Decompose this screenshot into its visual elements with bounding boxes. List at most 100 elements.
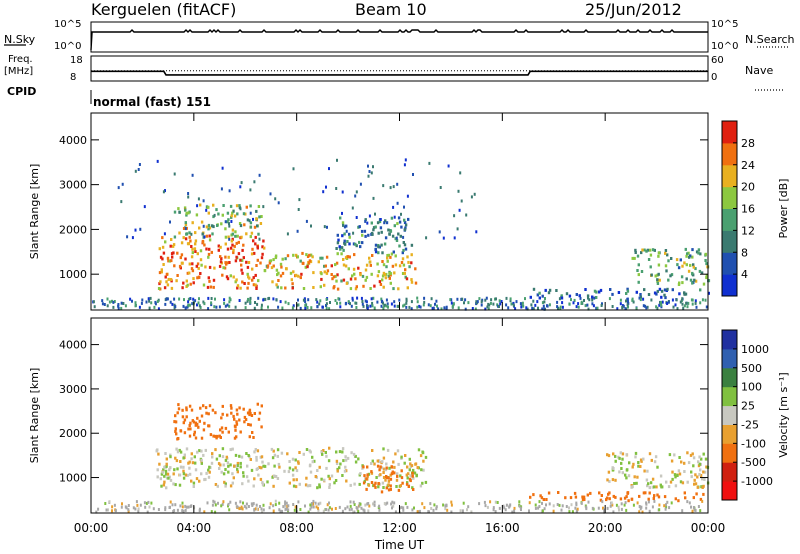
velocity-cell — [422, 468, 425, 472]
power-cell — [207, 255, 210, 259]
power-near-range-cell — [577, 305, 580, 309]
velocity-near-range-cell — [268, 506, 271, 510]
velocity-cell — [295, 478, 298, 482]
velocity-cell — [183, 453, 186, 457]
power-near-range-cell — [489, 301, 492, 305]
power-near-range-cell — [524, 297, 526, 301]
power-near-range-cell — [635, 307, 638, 311]
power-sparse-cell — [297, 208, 300, 211]
power-cell — [360, 229, 364, 233]
power-near-range-cell — [302, 298, 305, 302]
power-cell — [296, 255, 299, 259]
power-near-range-cell — [557, 306, 559, 310]
power-sparse-cell — [139, 227, 142, 231]
power-cell — [191, 221, 194, 225]
power-cell — [631, 256, 634, 260]
velocity-cell — [218, 467, 221, 470]
power-cell — [670, 273, 674, 277]
power-sparse-cell — [393, 215, 396, 219]
power-cell — [207, 223, 211, 227]
velocity-cell — [267, 462, 270, 466]
velocity-near-range-cell — [372, 502, 374, 506]
power-sparse-cell — [442, 236, 445, 240]
power-cell — [306, 255, 310, 258]
velocity-near-range-cell — [402, 508, 405, 512]
power-near-range-cell — [153, 305, 156, 309]
velocity-cell — [203, 478, 206, 482]
power-cell — [252, 239, 255, 243]
power-near-range-cell — [487, 307, 490, 311]
power-near-range-cell — [147, 297, 150, 301]
power-near-range-cell — [522, 304, 525, 308]
power-near-range-cell — [556, 300, 559, 304]
velocity-cell — [573, 491, 577, 495]
velocity-cell — [261, 482, 265, 486]
power-cell — [653, 248, 656, 252]
velocity-cell — [653, 460, 657, 464]
power-cell — [286, 254, 290, 258]
velocity-cell — [249, 411, 252, 415]
velocity-cell — [166, 472, 170, 476]
power-near-range-cell — [351, 296, 354, 300]
velocity-near-range-cell — [334, 507, 337, 510]
velocity-near-range-cell — [665, 503, 667, 507]
velocity-near-range-cell — [461, 509, 464, 513]
velocity-near-range-cell — [565, 505, 568, 508]
power-near-range-cell — [122, 302, 125, 305]
power-cell — [354, 277, 357, 281]
velocity-cell — [217, 462, 221, 466]
velocity-cell — [673, 453, 676, 457]
velocity-cell — [392, 460, 395, 464]
power-ytick-label: 2000 — [59, 223, 87, 236]
velocity-near-range-cell — [247, 505, 250, 508]
power-near-range-cell — [509, 297, 512, 301]
velocity-cell — [606, 453, 609, 457]
velocity-cell — [651, 477, 655, 481]
power-near-range-cell — [559, 305, 562, 309]
velocity-cell — [175, 459, 179, 463]
power-sparse-cell — [389, 186, 392, 190]
velocity-near-range-cell — [344, 507, 347, 511]
power-cell — [230, 239, 234, 243]
power-near-range-cell — [307, 298, 310, 302]
velocity-cell — [311, 455, 314, 459]
power-sparse-cell — [196, 204, 199, 208]
velocity-cell — [173, 420, 176, 424]
velocity-cell — [248, 410, 251, 414]
power-cell — [349, 277, 353, 281]
power-near-range-cell — [247, 298, 250, 301]
velocity-cell — [202, 453, 205, 457]
power-cell — [656, 282, 660, 285]
power-cell — [164, 240, 167, 244]
velocity-cell — [341, 450, 344, 454]
power-near-range-cell — [106, 297, 109, 301]
power-cell — [208, 226, 212, 230]
velocity-cell — [374, 485, 377, 489]
power-sparse-cell — [403, 163, 406, 167]
power-near-range-cell — [480, 300, 483, 304]
velocity-near-range-cell — [552, 509, 555, 513]
velocity-cell — [698, 455, 701, 459]
velocity-cell — [415, 474, 418, 478]
velocity-cell — [389, 487, 392, 491]
power-near-range-cell — [499, 302, 502, 306]
velocity-cell — [242, 474, 245, 478]
velocity-cell — [291, 468, 295, 472]
velocity-cell — [674, 475, 677, 479]
power-cell — [335, 261, 339, 265]
power-cell — [387, 253, 390, 257]
velocity-cell — [625, 453, 628, 457]
power-sparse-cell — [406, 194, 409, 198]
power-cell — [224, 242, 227, 246]
power-cell — [184, 221, 187, 225]
velocity-near-range-cell — [378, 508, 381, 512]
velocity-near-range-cell — [174, 503, 177, 507]
power-cell — [386, 256, 389, 260]
velocity-near-range-cell — [518, 500, 521, 504]
velocity-cell — [630, 497, 634, 501]
velocity-cell — [589, 491, 592, 495]
power-cell — [165, 272, 169, 276]
power-near-range-cell — [666, 302, 669, 305]
velocity-cell — [214, 448, 217, 452]
power-cell — [688, 255, 691, 259]
